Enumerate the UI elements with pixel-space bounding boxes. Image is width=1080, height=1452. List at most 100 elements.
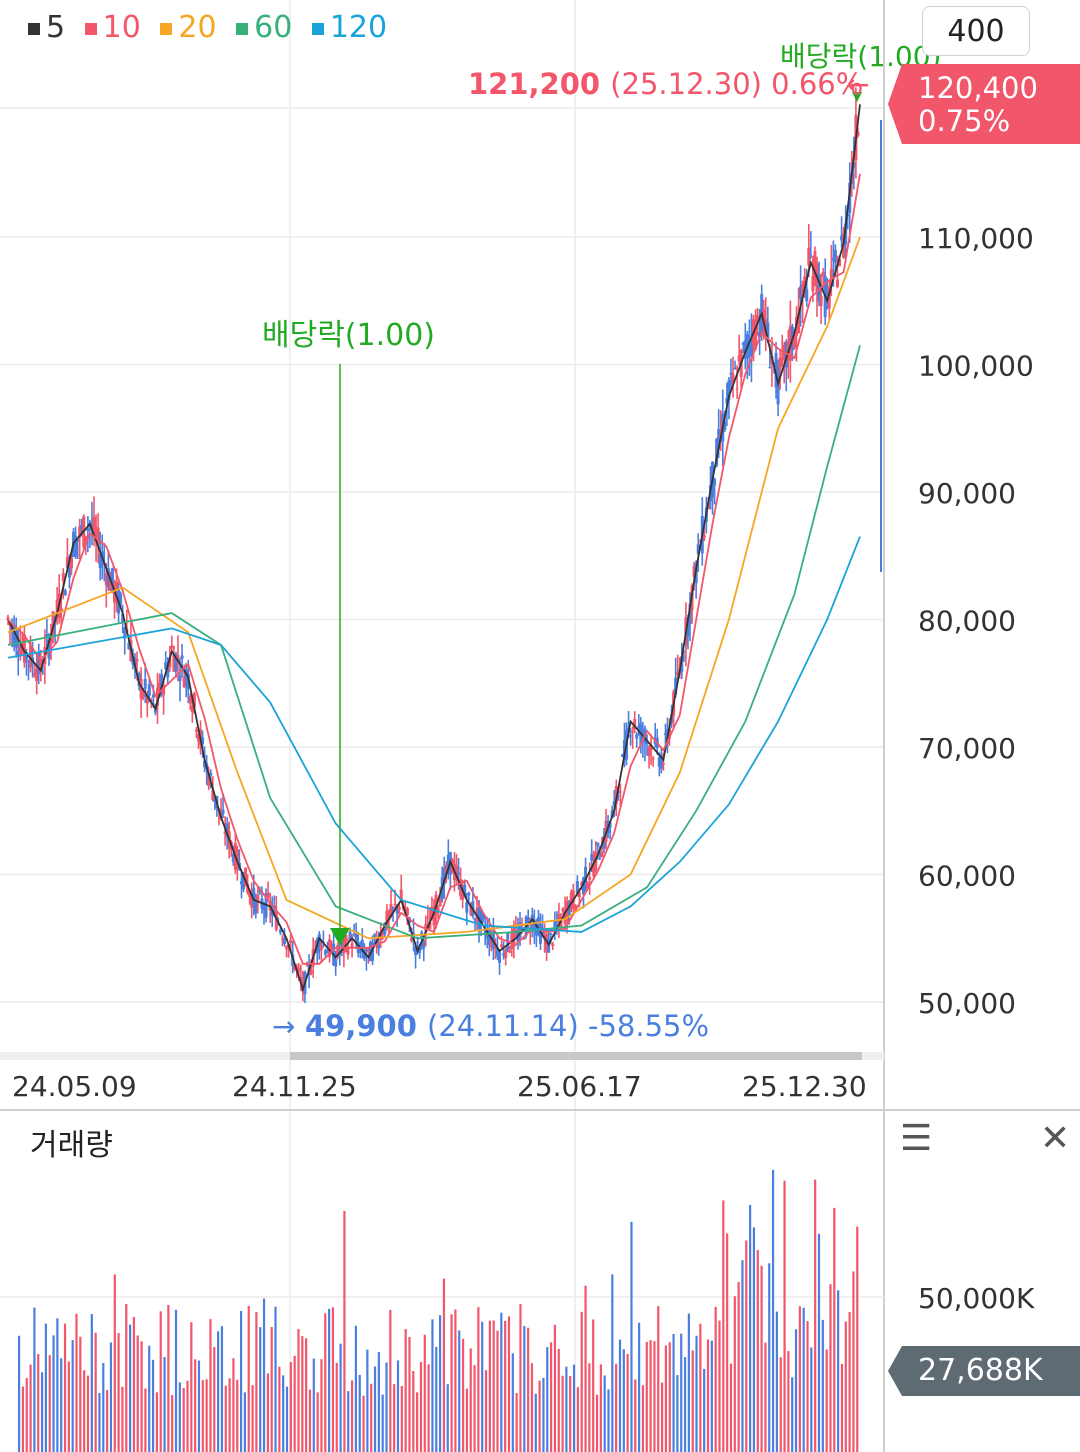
candle-body xyxy=(844,223,848,245)
x-tick-label: 25.12.30 xyxy=(742,1070,867,1103)
candle-body xyxy=(409,937,413,941)
candle-body xyxy=(801,284,805,298)
candle-body xyxy=(280,938,284,940)
candle-body xyxy=(168,657,172,668)
volume-bar xyxy=(393,1384,396,1452)
volume-bar xyxy=(419,1362,423,1452)
menu-icon[interactable]: ☰ xyxy=(900,1118,933,1159)
dividend-label: 배당락(1.00) xyxy=(262,318,435,353)
candle-body xyxy=(557,913,561,924)
legend-item-20[interactable]: 20 xyxy=(160,10,217,45)
candle-body xyxy=(239,881,243,885)
candle-body xyxy=(436,907,440,912)
candle-body xyxy=(61,573,65,581)
volume-bar xyxy=(247,1305,250,1452)
candle-body xyxy=(385,910,389,929)
volume-bar xyxy=(584,1285,587,1452)
candle-body xyxy=(536,917,540,926)
candle-body xyxy=(26,661,30,663)
candle-body xyxy=(274,911,278,930)
candle-body xyxy=(422,940,426,949)
candle-body xyxy=(16,650,20,656)
candle-body xyxy=(326,950,329,954)
candle-body xyxy=(221,809,225,815)
legend-item-10[interactable]: 10 xyxy=(84,10,141,45)
volume-bar xyxy=(676,1375,679,1452)
volume-bar xyxy=(205,1379,208,1452)
candle-body xyxy=(391,907,395,909)
volume-bar xyxy=(856,1226,859,1452)
candle-body xyxy=(827,286,831,309)
volume-bar xyxy=(806,1321,809,1452)
candle-body xyxy=(696,544,700,554)
volume-bar xyxy=(534,1393,537,1452)
volume-bar xyxy=(209,1319,212,1452)
period-box[interactable]: 400 xyxy=(922,6,1030,56)
volume-bar xyxy=(504,1320,507,1452)
volume-bar xyxy=(251,1385,254,1452)
low-price: 49,900 xyxy=(305,1009,427,1043)
y-tick-label: 90,000 xyxy=(918,477,1016,510)
candle-body xyxy=(110,568,114,585)
candle-body xyxy=(455,865,459,881)
volume-bar xyxy=(182,1387,185,1452)
legend-item-120[interactable]: 120 xyxy=(311,10,387,45)
candle-body xyxy=(561,908,565,912)
volume-bar xyxy=(465,1388,468,1452)
candle-body xyxy=(113,585,116,603)
candle-body xyxy=(346,946,350,955)
candle-body xyxy=(305,965,309,967)
candle-body xyxy=(692,565,696,578)
candle-body xyxy=(389,903,393,917)
volume-bar xyxy=(722,1200,725,1452)
volume-bar xyxy=(144,1388,147,1452)
candle-body xyxy=(393,903,397,905)
volume-bar xyxy=(266,1373,269,1452)
candle-body xyxy=(831,257,835,261)
volume-bar xyxy=(638,1322,641,1452)
candle-body xyxy=(242,871,246,890)
volume-bar xyxy=(515,1393,518,1452)
candle-body xyxy=(502,953,506,956)
volume-bar xyxy=(186,1380,189,1452)
candle-body xyxy=(334,959,338,967)
candle-body xyxy=(190,705,194,713)
candle-body xyxy=(481,915,485,920)
volume-bar xyxy=(86,1375,90,1452)
legend-item-60[interactable]: 60 xyxy=(236,10,292,45)
volume-bar xyxy=(427,1364,430,1452)
volume-bar xyxy=(335,1362,338,1452)
volume-bar xyxy=(362,1395,365,1452)
candle-body xyxy=(213,798,217,802)
candle-body xyxy=(149,700,153,702)
candle-body xyxy=(582,877,586,895)
volume-bar xyxy=(549,1342,553,1452)
volume-bar xyxy=(473,1365,476,1452)
candle-body xyxy=(188,695,192,704)
candle-body xyxy=(362,949,366,959)
volume-bar xyxy=(833,1207,836,1452)
candle-body xyxy=(612,801,616,806)
candle-body xyxy=(817,274,821,302)
volume-bar xyxy=(350,1380,354,1452)
candle-body xyxy=(618,791,622,793)
volume-bar xyxy=(481,1321,484,1452)
candle-body xyxy=(76,539,80,542)
candle-body xyxy=(549,933,553,935)
volume-bar xyxy=(450,1314,453,1452)
volume-bar xyxy=(33,1307,36,1452)
volume-bar xyxy=(270,1327,273,1452)
candle-body xyxy=(758,332,762,338)
candle-body xyxy=(713,478,717,486)
candle-body xyxy=(465,902,469,913)
current-price: 120,400 xyxy=(918,71,1038,105)
candle-body xyxy=(18,645,22,657)
candle-body xyxy=(792,335,796,348)
candle-body xyxy=(256,894,260,902)
candle-body xyxy=(96,527,100,545)
legend-item-5[interactable]: 5 xyxy=(28,10,65,45)
volume-bar xyxy=(83,1370,86,1452)
close-icon[interactable]: ✕ xyxy=(1040,1118,1071,1159)
